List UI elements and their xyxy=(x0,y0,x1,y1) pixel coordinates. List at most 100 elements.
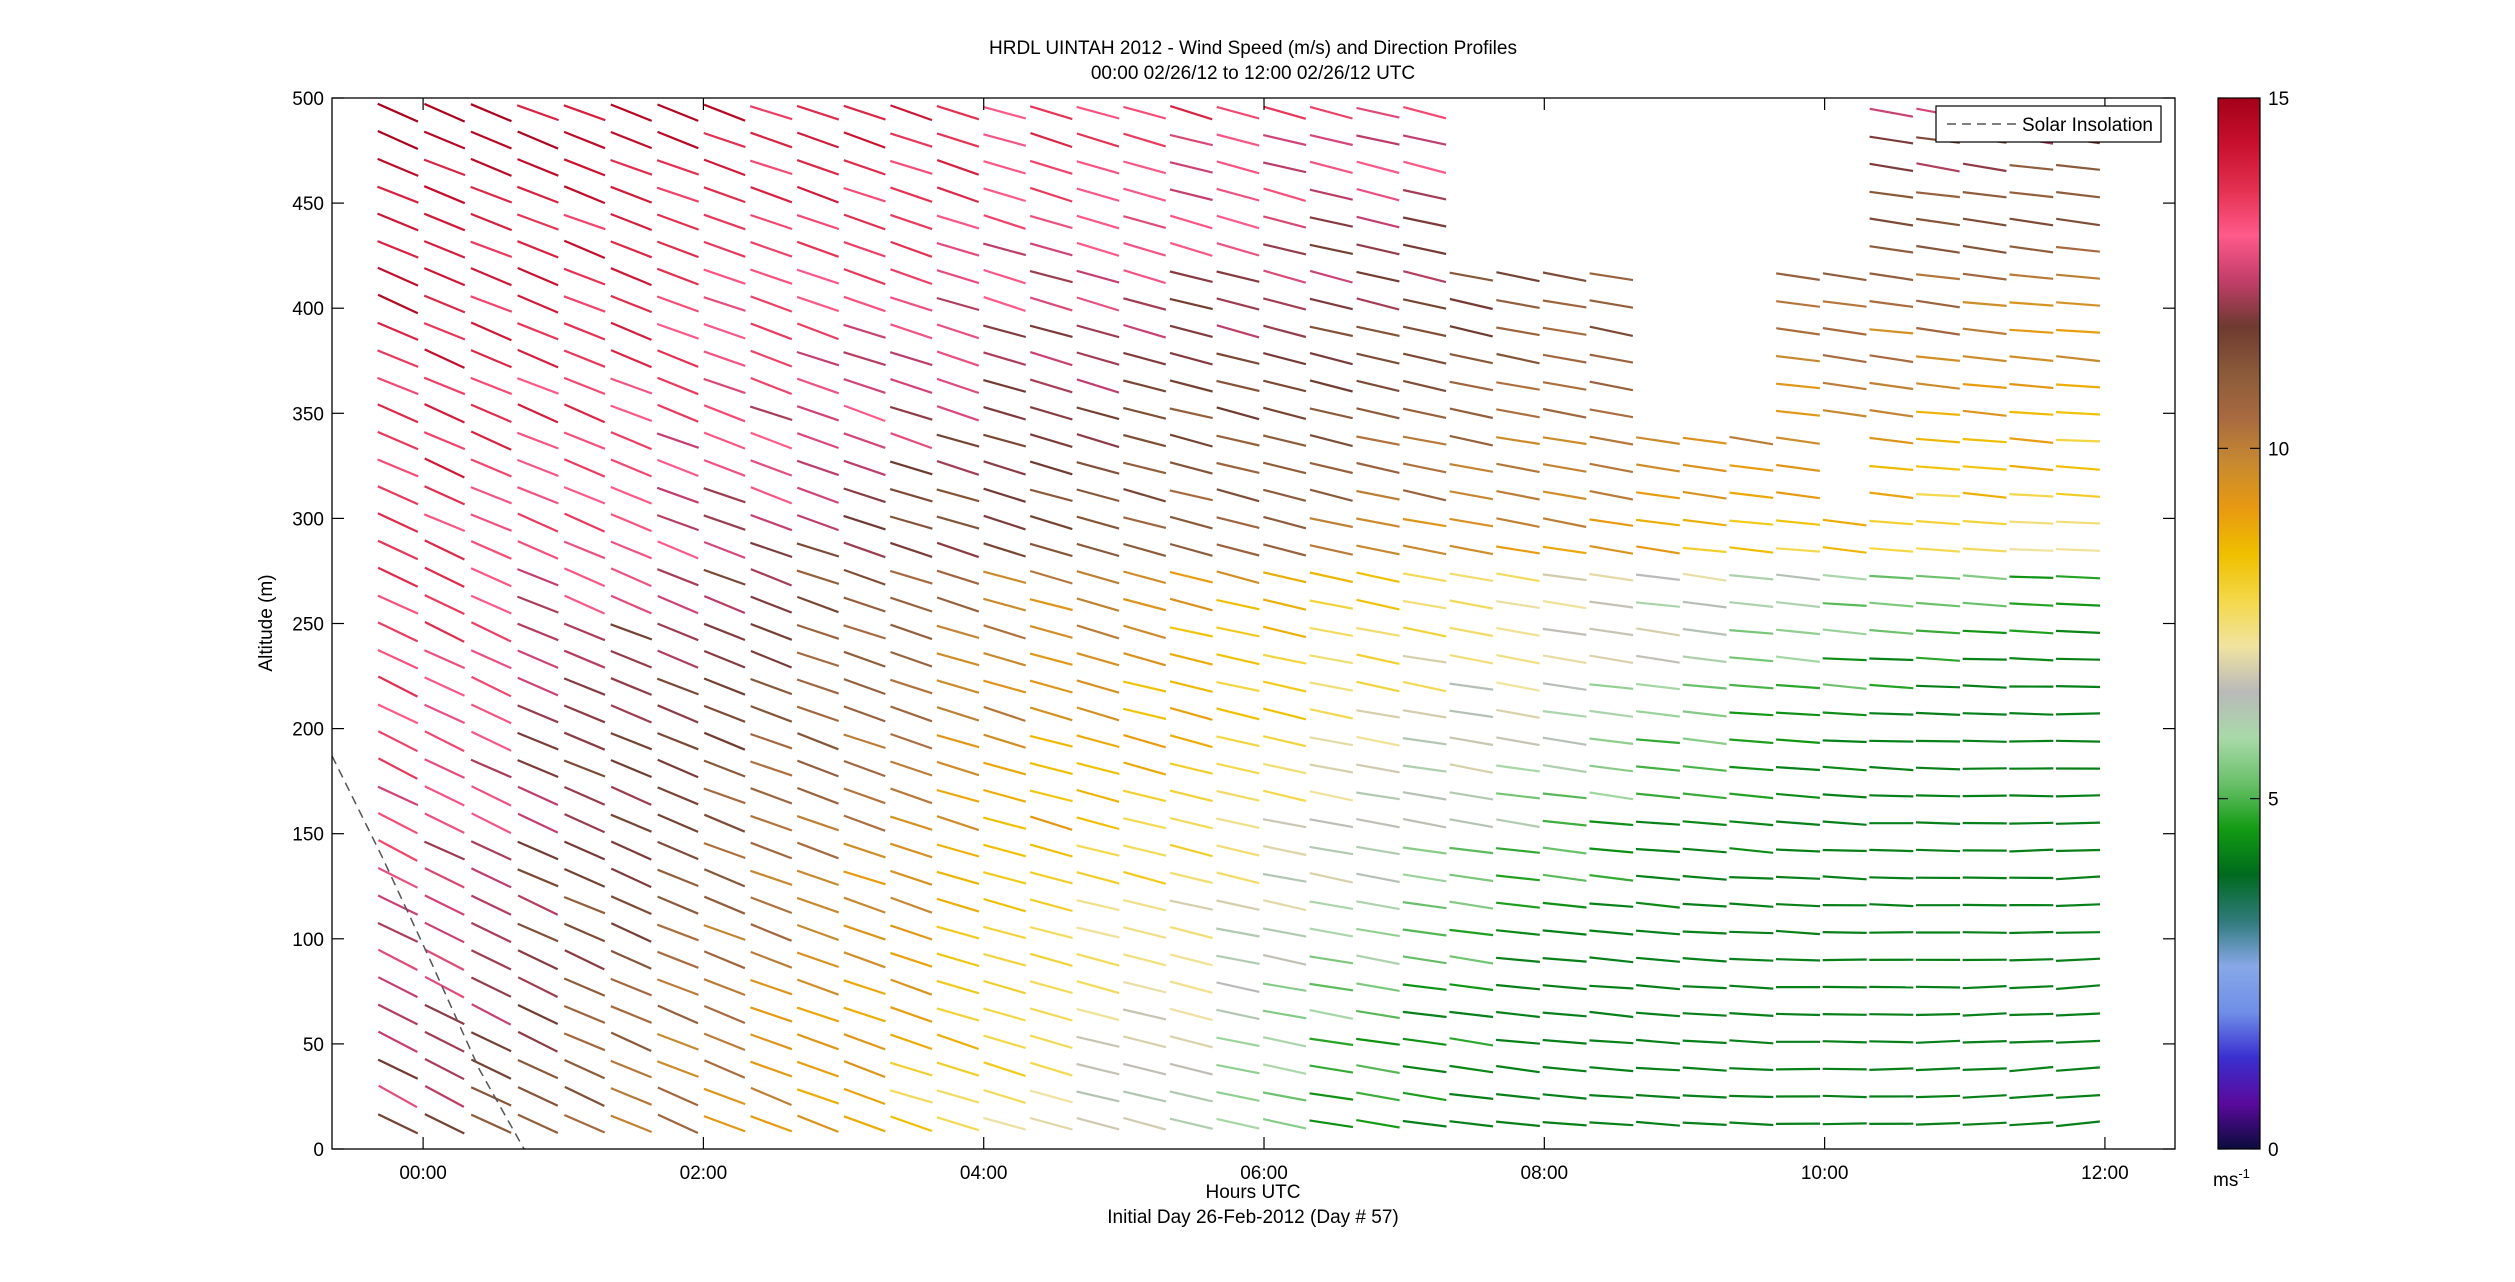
wind-barb xyxy=(2055,629,2101,634)
wind-barb xyxy=(1263,379,1307,393)
wind-barb xyxy=(516,240,559,259)
wind-barb xyxy=(983,871,1027,885)
wind-barb xyxy=(1216,160,1260,175)
wind-barb xyxy=(1169,734,1213,749)
wind-barb xyxy=(610,813,652,833)
wind-barb xyxy=(1962,574,2007,581)
wind-barb xyxy=(1682,683,1727,690)
wind-barb xyxy=(1122,1062,1167,1076)
wind-barb xyxy=(1216,653,1260,666)
wind-barb xyxy=(1495,1038,1540,1045)
wind-barb xyxy=(377,839,418,862)
wind-barb xyxy=(1682,463,1727,473)
wind-barb xyxy=(1076,679,1120,694)
wind-barb xyxy=(1542,764,1587,774)
wind-barb xyxy=(1495,874,1540,882)
wind-barb xyxy=(2055,1039,2101,1044)
wind-barb xyxy=(843,1060,886,1079)
wind-barb xyxy=(1402,188,1447,201)
wind-barb xyxy=(1869,107,1914,118)
wind-barb xyxy=(1542,517,1587,529)
wind-barb xyxy=(1076,762,1120,775)
wind-barb xyxy=(703,759,746,778)
wind-barb xyxy=(656,486,699,504)
wind-barb xyxy=(1869,217,1914,227)
wind-barb xyxy=(796,214,840,231)
wind-barb xyxy=(1122,789,1167,803)
wind-barb xyxy=(1775,903,1821,908)
wind-barb xyxy=(1309,1064,1354,1074)
wind-barb xyxy=(1636,1120,1680,1127)
wind-barb xyxy=(517,868,559,888)
wind-barb xyxy=(1029,789,1073,803)
wind-barb xyxy=(1869,190,1914,199)
wind-barb xyxy=(1496,381,1540,391)
wind-barb xyxy=(1589,902,1634,908)
wind-barb xyxy=(750,841,793,860)
wind-barb xyxy=(1869,574,1914,580)
wind-barb xyxy=(1263,324,1307,339)
wind-barb xyxy=(750,1115,793,1133)
wind-barb xyxy=(563,867,606,888)
wind-barb xyxy=(1729,930,1774,935)
wind-barb xyxy=(1495,792,1540,800)
wind-barb xyxy=(563,185,606,205)
wind-barb xyxy=(936,159,980,176)
wind-barb xyxy=(1169,925,1213,940)
wind-barb xyxy=(517,1004,559,1025)
wind-barb xyxy=(1076,433,1120,449)
wind-barb xyxy=(1029,762,1073,775)
wind-barb xyxy=(1449,297,1493,311)
wind-barb xyxy=(1169,1035,1213,1049)
wind-barb xyxy=(1729,629,1774,635)
wind-barb xyxy=(1356,352,1400,365)
wind-barb xyxy=(1916,244,1960,254)
wind-barb xyxy=(1356,325,1400,337)
wind-barb xyxy=(1122,680,1167,693)
wind-barb xyxy=(470,130,512,150)
wind-barb xyxy=(796,951,840,969)
wind-barb xyxy=(424,403,465,424)
wind-barb xyxy=(470,486,513,505)
wind-barb xyxy=(1916,601,1960,608)
wind-barb xyxy=(750,513,793,532)
wind-barb xyxy=(1403,106,1447,120)
wind-barb xyxy=(1309,407,1353,420)
wind-barb xyxy=(936,843,980,858)
wind-barb xyxy=(657,540,699,560)
wind-barb xyxy=(1729,902,1774,908)
wind-barb xyxy=(750,1086,792,1107)
wind-barb xyxy=(843,159,886,176)
wind-barb xyxy=(423,158,466,177)
wind-barb xyxy=(2009,355,2054,362)
wind-barb xyxy=(1402,1065,1447,1074)
x-axis-label: Hours UTC xyxy=(1205,1182,1300,1203)
wind-barb xyxy=(796,268,840,285)
wind-barb xyxy=(936,815,980,832)
wind-barb xyxy=(1309,216,1354,228)
wind-barb xyxy=(1309,845,1354,856)
wind-barb xyxy=(423,513,466,533)
wind-barb xyxy=(796,185,839,204)
wind-barb xyxy=(1402,379,1447,393)
wind-barb xyxy=(1869,657,1914,662)
wind-barb xyxy=(1402,325,1447,338)
wind-barb xyxy=(1542,573,1587,582)
wind-barb xyxy=(656,923,699,942)
wind-barb xyxy=(1869,628,1914,635)
wind-barb xyxy=(1402,407,1447,419)
wind-barb xyxy=(1309,160,1353,174)
wind-barb xyxy=(843,568,886,586)
wind-barb xyxy=(424,1058,465,1081)
wind-barb xyxy=(1216,1091,1260,1102)
wind-barb xyxy=(1542,299,1587,309)
wind-barb xyxy=(1216,707,1260,721)
wind-barb xyxy=(470,403,512,424)
wind-barb xyxy=(750,760,793,777)
wind-barb xyxy=(1309,681,1354,692)
wind-barb xyxy=(703,731,746,751)
wind-barb xyxy=(1029,706,1073,722)
wind-barb xyxy=(1169,953,1213,967)
wind-barb xyxy=(2009,958,2054,962)
wind-barb xyxy=(1216,789,1260,802)
